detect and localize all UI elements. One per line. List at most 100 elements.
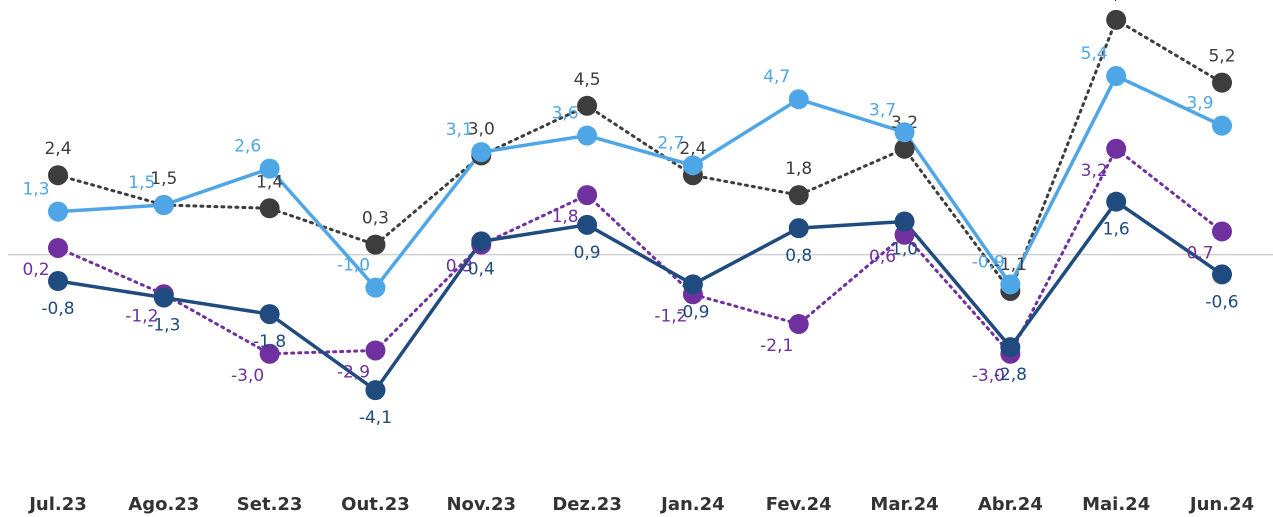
data-point xyxy=(48,201,68,222)
data-point xyxy=(682,155,703,176)
data-label: 5,2 xyxy=(1208,47,1235,67)
data-point xyxy=(1212,221,1232,242)
data-label: -1,1 xyxy=(994,255,1027,275)
data-label: -0,9 xyxy=(972,252,1005,272)
data-label: 2,4 xyxy=(44,139,71,159)
data-point xyxy=(1106,138,1127,159)
data-point xyxy=(682,274,703,295)
data-point xyxy=(1106,66,1127,87)
data-point xyxy=(577,214,598,235)
data-label: -1,0 xyxy=(337,256,370,276)
data-label: 1,5 xyxy=(128,173,155,193)
data-point xyxy=(153,194,174,215)
data-point xyxy=(1212,264,1232,285)
data-label: 0,6 xyxy=(869,247,896,267)
x-tick-label: Dez.23 xyxy=(552,494,622,515)
data-label: 0,8 xyxy=(785,246,812,266)
data-label: 0,9 xyxy=(574,243,601,263)
data-point xyxy=(577,185,598,206)
x-tick-label: Mai.24 xyxy=(1082,494,1150,515)
data-label: 2,6 xyxy=(234,137,261,157)
data-label: 4,5 xyxy=(574,70,601,90)
data-label: 0,2 xyxy=(22,260,49,280)
data-label: 2,4 xyxy=(679,139,706,159)
data-label: 1,8 xyxy=(785,159,812,179)
data-label: -0,8 xyxy=(41,299,74,319)
data-label: -0,9 xyxy=(676,302,709,322)
data-point xyxy=(788,218,809,239)
data-label: 7,1 xyxy=(1103,0,1130,4)
data-label: 5,4 xyxy=(1081,44,1108,64)
data-point xyxy=(259,343,280,364)
data-point xyxy=(153,287,174,308)
data-label: 0,4 xyxy=(468,259,495,279)
data-label: 3,2 xyxy=(1081,161,1108,181)
data-label: 1,5 xyxy=(150,169,177,189)
data-label: 1,6 xyxy=(1103,220,1130,240)
data-point xyxy=(894,122,915,143)
data-point xyxy=(894,211,915,232)
x-tick-label: Mar.24 xyxy=(870,494,938,515)
data-label: 3,6 xyxy=(552,104,579,124)
data-point xyxy=(471,231,492,252)
data-point xyxy=(365,277,386,298)
data-label: 3,9 xyxy=(1186,94,1213,114)
data-point xyxy=(1000,274,1021,295)
data-point xyxy=(259,198,280,219)
data-label: -4,1 xyxy=(359,408,392,428)
data-label: 2,7 xyxy=(657,133,684,153)
data-point xyxy=(1106,191,1127,212)
data-point xyxy=(48,165,68,186)
data-label: -3,0 xyxy=(972,366,1005,386)
data-label: -1,8 xyxy=(253,332,286,352)
data-label: -1,2 xyxy=(654,306,687,326)
data-point xyxy=(1000,337,1021,358)
x-tick-label: Out.23 xyxy=(341,494,410,515)
data-label: 1,8 xyxy=(552,207,579,227)
data-label: 0,3 xyxy=(446,257,473,277)
x-tick-label: Ago.23 xyxy=(128,494,199,515)
data-point xyxy=(1212,115,1232,136)
data-label: -1,2 xyxy=(125,306,158,326)
data-label: 1,4 xyxy=(256,172,283,192)
data-point xyxy=(365,234,386,255)
data-point xyxy=(259,158,280,179)
series-line xyxy=(56,73,1224,291)
x-tick-label: Nov.23 xyxy=(446,494,516,515)
data-label: -3,0 xyxy=(231,366,264,386)
data-label: -1,3 xyxy=(147,316,180,336)
data-point xyxy=(894,138,915,159)
data-label: 1,0 xyxy=(891,240,918,260)
data-point xyxy=(1106,9,1127,30)
data-point xyxy=(788,314,809,335)
series-line xyxy=(56,17,1224,295)
data-label: 3,1 xyxy=(446,120,473,140)
data-label: 4,7 xyxy=(763,67,790,87)
data-label: 3,0 xyxy=(468,119,495,139)
data-point xyxy=(788,185,809,206)
x-tick-label: Set.23 xyxy=(237,494,303,515)
x-tick-label: Jul.23 xyxy=(27,494,87,515)
data-point xyxy=(788,89,809,110)
data-point xyxy=(1212,72,1232,93)
series-line xyxy=(56,199,1224,393)
data-label: -2,9 xyxy=(337,362,370,382)
data-label: 0,3 xyxy=(362,209,389,229)
data-point xyxy=(365,340,386,361)
x-tick-label: Fev.24 xyxy=(766,494,832,515)
data-label: -0,6 xyxy=(1205,292,1238,312)
data-label: -2,1 xyxy=(760,336,793,356)
data-label: 3,7 xyxy=(869,100,896,120)
data-point xyxy=(259,304,280,325)
x-tick-label: Jan.24 xyxy=(659,494,725,515)
data-point xyxy=(577,95,598,116)
data-point xyxy=(471,142,492,163)
data-point xyxy=(48,237,68,258)
data-point xyxy=(365,380,386,401)
data-label: 0,7 xyxy=(1186,243,1213,263)
series-line xyxy=(56,146,1224,357)
data-point xyxy=(48,271,68,292)
x-tick-label: Abr.24 xyxy=(978,494,1043,515)
data-point xyxy=(577,125,598,146)
